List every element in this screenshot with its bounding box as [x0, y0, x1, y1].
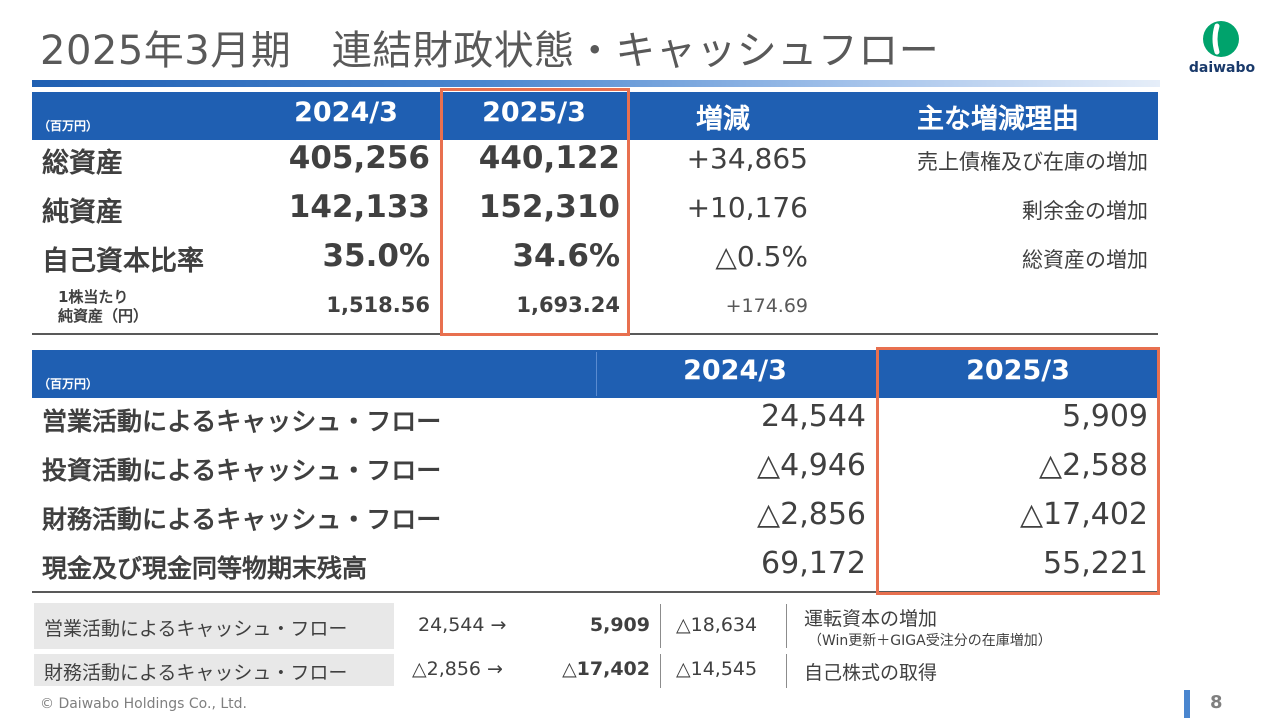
balance-header-reason: 主な増減理由 — [917, 104, 1079, 135]
note-label-bg-2 — [34, 654, 394, 686]
note-financing-diff: △14,545 — [676, 658, 758, 680]
row-label-bps-line1: 1株当たり — [58, 288, 129, 306]
page-title: 2025年3月期 連結財政状態・キャッシュフロー — [40, 28, 940, 74]
cf-row-operating-2024: 24,544 — [761, 399, 866, 434]
row-label-bps-line2: 純資産（円） — [58, 307, 149, 325]
highlight-2025-balance — [440, 88, 630, 336]
cashflow-header-divider — [596, 352, 597, 396]
balance-header-change: 増減 — [696, 104, 750, 135]
total-assets-change: +34,865 — [686, 142, 808, 175]
cashflow-header-2024: 2024/3 — [683, 355, 787, 386]
daiwabo-logo-icon — [1203, 21, 1239, 57]
note-financing-to: △17,402 — [562, 658, 650, 680]
title-underline — [32, 80, 1160, 87]
cashflow-unit-label: （百万円） — [38, 377, 99, 391]
balance-unit-label: （百万円） — [38, 119, 99, 133]
balance-header-2024: 2024/3 — [294, 97, 398, 128]
balance-header-2025: 2025/3 — [482, 97, 586, 128]
note-divider-1b — [786, 604, 787, 648]
cashflow-header-bar — [32, 350, 1158, 398]
equity-ratio-reason: 総資産の増加 — [1022, 248, 1148, 272]
bps-2024: 1,518.56 — [326, 293, 430, 317]
net-assets-2024: 142,133 — [288, 189, 430, 225]
cashflow-bottom-rule — [32, 591, 1158, 593]
note-operating-from: 24,544 → — [418, 614, 507, 636]
note-financing-from: △2,856 → — [412, 658, 503, 680]
total-assets-reason: 売上債権及び在庫の増加 — [917, 150, 1148, 174]
note-operating-label: 営業活動によるキャッシュ・フロー — [44, 618, 348, 640]
highlight-2025-cashflow — [876, 347, 1160, 595]
note-financing-label: 財務活動によるキャッシュ・フロー — [44, 662, 348, 684]
cashflow-header-2025: 2025/3 — [966, 355, 1070, 386]
row-label-net-assets: 純資産 — [42, 197, 123, 228]
note-divider-2b — [786, 654, 787, 688]
cf-row-cash-balance-2024: 69,172 — [761, 546, 866, 581]
copyright: © Daiwabo Holdings Co., Ltd. — [40, 696, 247, 712]
row-label-total-assets: 総資産 — [42, 148, 123, 179]
net-assets-reason: 剰余金の増加 — [1022, 199, 1148, 223]
cf-row-investing-label: 投資活動によるキャッシュ・フロー — [42, 456, 442, 485]
cf-row-financing-2025: △17,402 — [1019, 497, 1148, 532]
bps-2025: 1,693.24 — [516, 293, 620, 317]
note-operating-reason-sub: （Win更新＋GIGA受注分の在庫増加） — [808, 633, 1052, 649]
note-operating-diff: △18,634 — [676, 614, 758, 636]
cf-row-operating-2025: 5,909 — [1062, 399, 1148, 434]
cf-row-operating-label: 営業活動によるキャッシュ・フロー — [42, 407, 442, 436]
note-label-bg-1 — [34, 603, 394, 649]
page-number-accent — [1184, 690, 1190, 718]
page-number: 8 — [1210, 692, 1223, 713]
equity-ratio-change: △0.5% — [715, 240, 808, 273]
cf-row-financing-label: 財務活動によるキャッシュ・フロー — [42, 505, 442, 534]
equity-ratio-2024: 35.0% — [322, 238, 430, 274]
note-operating-reason: 運転資本の増加 — [804, 608, 938, 630]
cf-row-financing-2024: △2,856 — [757, 497, 866, 532]
cf-row-investing-2025: △2,588 — [1039, 448, 1148, 483]
balance-header-bar — [32, 92, 1158, 140]
bps-change: +174.69 — [725, 295, 808, 317]
equity-ratio-2025: 34.6% — [512, 238, 620, 274]
note-divider-2a — [660, 654, 661, 688]
net-assets-change: +10,176 — [686, 191, 808, 224]
note-financing-reason: 自己株式の取得 — [804, 662, 938, 684]
net-assets-2025: 152,310 — [478, 189, 620, 225]
total-assets-2024: 405,256 — [288, 140, 430, 176]
row-label-equity-ratio: 自己資本比率 — [42, 246, 204, 277]
total-assets-2025: 440,122 — [478, 140, 620, 176]
note-divider-1a — [660, 604, 661, 648]
cf-row-cash-balance-2025: 55,221 — [1043, 546, 1148, 581]
cf-row-cash-balance-label: 現金及び現金同等物期末残高 — [42, 554, 368, 583]
note-operating-to: 5,909 — [589, 614, 650, 636]
cf-row-investing-2024: △4,946 — [757, 448, 866, 483]
logo-text: daiwabo — [1188, 60, 1256, 76]
